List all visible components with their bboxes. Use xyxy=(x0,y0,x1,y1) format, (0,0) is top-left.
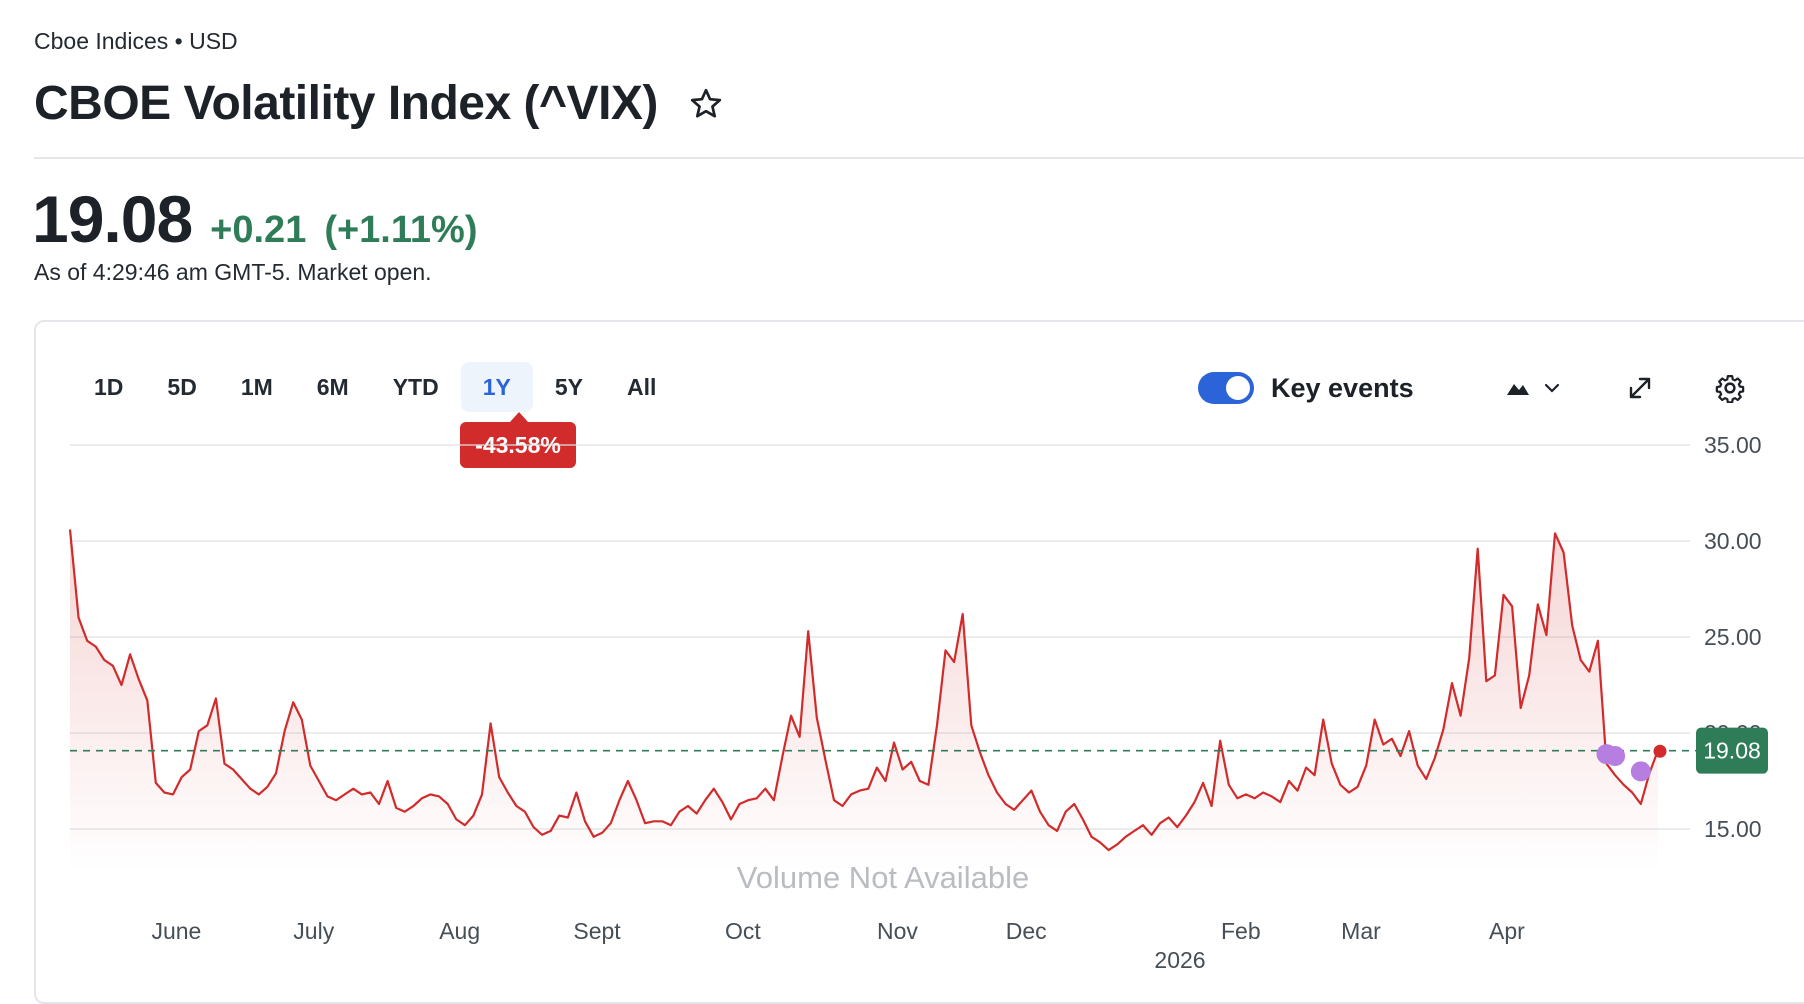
star-icon[interactable] xyxy=(688,86,724,122)
range-selector: 1D 5D 1M 6M YTD 1Y 5Y All xyxy=(72,362,678,412)
vix-chart: 35.0030.0025.0020.0015.00JuneJulyAugSept… xyxy=(68,432,1768,973)
chevron-down-icon[interactable] xyxy=(1543,380,1561,396)
title-row: CBOE Volatility Index (^VIX) xyxy=(34,76,724,131)
header-divider xyxy=(34,157,1804,159)
x-tick-label: July xyxy=(293,918,334,944)
key-event-marker[interactable] xyxy=(1605,746,1626,767)
y-tick-label: 35.00 xyxy=(1704,432,1762,458)
gear-icon[interactable] xyxy=(1715,373,1745,403)
x-tick-label: Mar xyxy=(1341,918,1381,944)
key-events-toggle[interactable] xyxy=(1198,372,1254,404)
y-tick-label: 25.00 xyxy=(1704,624,1762,650)
key-event-marker[interactable] xyxy=(1630,761,1651,782)
x-tick-label: Nov xyxy=(877,918,918,944)
range-ytd[interactable]: YTD xyxy=(392,374,439,400)
range-all[interactable]: All xyxy=(627,374,657,400)
x-tick-label: Oct xyxy=(725,918,761,944)
x-tick-label: Sept xyxy=(573,918,621,944)
x-tick-label: Dec xyxy=(1006,918,1047,944)
x-tick-label: Feb xyxy=(1221,918,1261,944)
range-5d[interactable]: 5D xyxy=(167,374,197,400)
x-tick-label: Aug xyxy=(439,918,480,944)
breadcrumb: Cboe Indices • USD xyxy=(34,28,238,54)
key-events-label: Key events xyxy=(1271,373,1414,403)
range-6m[interactable]: 6M xyxy=(316,374,349,400)
last-price-dot xyxy=(1653,744,1667,758)
expand-icon[interactable] xyxy=(1626,374,1654,402)
quote-block: 19.08 +0.21 (+1.11%) xyxy=(32,181,477,257)
volume-not-available: Volume Not Available xyxy=(737,860,1029,895)
range-5y[interactable]: 5Y xyxy=(554,374,583,400)
page-title: CBOE Volatility Index (^VIX) xyxy=(34,77,658,130)
y-tick-label: 30.00 xyxy=(1704,528,1762,554)
range-1y[interactable]: 1Y xyxy=(460,362,533,412)
current-price-label: 19.08 xyxy=(1703,738,1761,764)
year-label: 2026 xyxy=(1154,947,1205,973)
price-change: +0.21 xyxy=(210,209,307,251)
price-change-percent: (+1.11%) xyxy=(324,209,478,251)
mountain-chart-icon[interactable] xyxy=(1504,376,1532,400)
toggle-knob xyxy=(1226,376,1250,400)
price: 19.08 xyxy=(32,182,193,256)
as-of-timestamp: As of 4:29:46 am GMT-5. Market open. xyxy=(34,259,432,285)
range-1d[interactable]: 1D xyxy=(94,374,124,400)
range-1m[interactable]: 1M xyxy=(240,374,273,400)
current-price-tag xyxy=(1696,727,1768,774)
x-tick-label: Apr xyxy=(1489,918,1525,944)
x-tick-label: June xyxy=(151,918,201,944)
price-area xyxy=(70,529,1658,872)
price-line xyxy=(68,529,1660,852)
y-tick-label: 15.00 xyxy=(1704,816,1762,842)
